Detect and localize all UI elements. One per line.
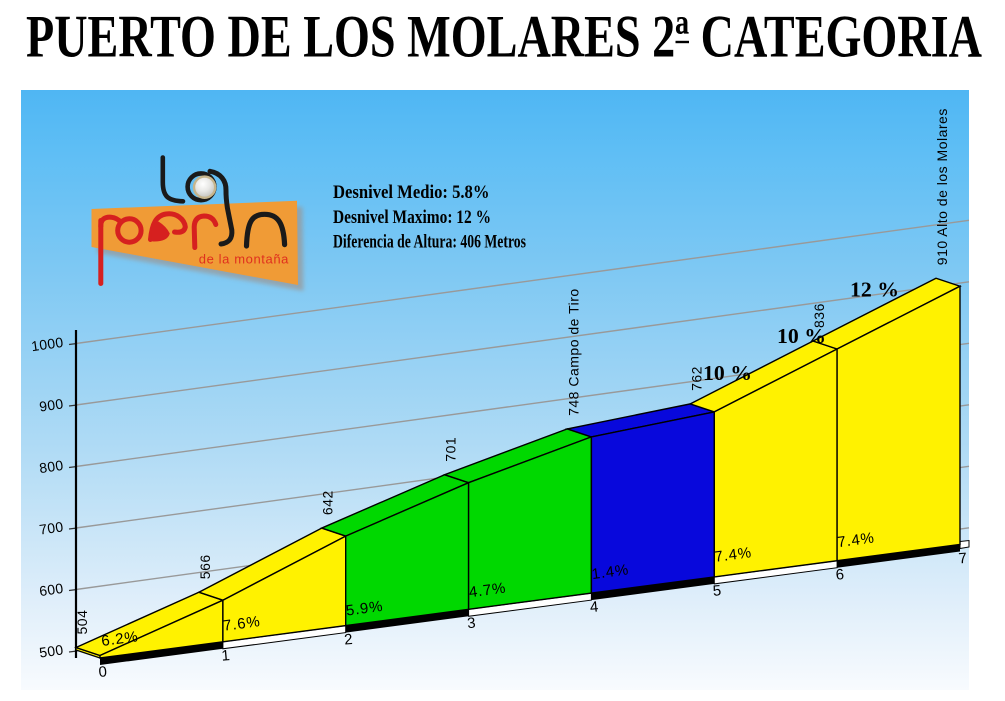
- svg-text:6: 6: [835, 566, 845, 584]
- svg-text:4.7%: 4.7%: [468, 580, 507, 602]
- svg-text:836: 836: [811, 303, 827, 328]
- svg-text:7: 7: [958, 550, 968, 568]
- svg-text:12 %: 12 %: [850, 278, 899, 302]
- svg-text:7.6%: 7.6%: [222, 613, 261, 635]
- svg-text:748 Campo de Tiro: 748 Campo de Tiro: [565, 288, 581, 416]
- svg-text:1: 1: [221, 647, 231, 665]
- svg-text:762: 762: [688, 366, 704, 391]
- svg-text:600: 600: [38, 580, 64, 599]
- svg-text:7.4%: 7.4%: [836, 529, 875, 551]
- svg-text:566: 566: [197, 554, 213, 579]
- svg-text:504: 504: [74, 610, 90, 635]
- svg-text:10 %: 10 %: [777, 324, 826, 348]
- svg-text:800: 800: [38, 457, 64, 476]
- svg-text:Desnivel Maximo: 12 %: Desnivel Maximo: 12 %: [333, 207, 491, 228]
- svg-text:642: 642: [320, 490, 336, 515]
- svg-text:4: 4: [589, 598, 599, 616]
- svg-text:910 Alto de los Molares: 910 Alto de los Molares: [934, 108, 950, 265]
- svg-text:6.2%: 6.2%: [100, 628, 139, 650]
- svg-text:2: 2: [344, 631, 354, 649]
- svg-text:de la montaña: de la montaña: [199, 252, 289, 267]
- svg-text:10 %: 10 %: [703, 361, 752, 385]
- svg-text:900: 900: [38, 395, 64, 414]
- svg-text:7.4%: 7.4%: [714, 544, 753, 566]
- svg-text:5: 5: [712, 582, 722, 600]
- svg-text:500: 500: [38, 641, 64, 660]
- svg-text:Diferencia de Altura: 406 Metr: Diferencia de Altura: 406 Metros: [333, 233, 526, 253]
- svg-text:701: 701: [443, 437, 459, 462]
- svg-text:700: 700: [38, 518, 64, 537]
- svg-text:PUERTO DE LOS MOLARES 2ª CATEG: PUERTO DE LOS MOLARES 2ª CATEGORIA: [26, 4, 982, 70]
- svg-text:5.9%: 5.9%: [345, 598, 384, 620]
- svg-text:0: 0: [98, 663, 108, 681]
- svg-text:Desnivel Medio: 5.8%: Desnivel Medio: 5.8%: [333, 182, 490, 203]
- svg-text:1000: 1000: [30, 334, 64, 354]
- svg-text:1.4%: 1.4%: [591, 561, 630, 583]
- svg-text:3: 3: [466, 615, 476, 633]
